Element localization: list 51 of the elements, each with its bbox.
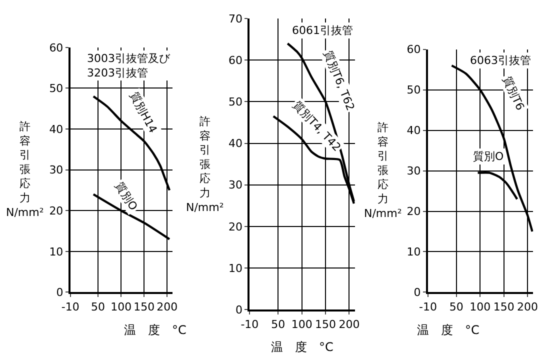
y-tick-label: 40 bbox=[49, 122, 64, 136]
y-tick-label: 30 bbox=[228, 178, 242, 192]
y-tick-label: 10 bbox=[49, 245, 64, 258]
x-tick-label: 150 bbox=[315, 318, 336, 331]
y-tick-label: 30 bbox=[406, 164, 421, 178]
x-tick-label: 200 bbox=[338, 318, 360, 331]
y-tick-label: 20 bbox=[228, 220, 242, 234]
x-tick-label: 200 bbox=[156, 300, 178, 314]
x-axis-title: 温 度 °C bbox=[124, 323, 186, 337]
x-tick-label: 50 bbox=[91, 300, 106, 314]
x-tick-label: -10 bbox=[240, 318, 259, 331]
y-axis-title: 許容引張応力 N/mm² bbox=[186, 115, 224, 214]
x-tick-label: 50 bbox=[271, 318, 286, 331]
text: 質別O bbox=[112, 180, 140, 213]
y-tick-label: 50 bbox=[406, 84, 421, 97]
y-axis-title: 許容引張応力 N/mm² bbox=[6, 120, 44, 219]
text: 6063引抜管 bbox=[470, 54, 531, 67]
x-tick-label: 100 bbox=[291, 318, 312, 331]
x-tick-label: 200 bbox=[517, 300, 538, 314]
x-axis-title: 温 度 °C bbox=[271, 340, 334, 354]
y-tick-label: 20 bbox=[406, 205, 421, 218]
series-label: 質別O bbox=[473, 150, 504, 163]
x-axis-title: 温 度 °C bbox=[417, 323, 480, 337]
x-tick-label: -10 bbox=[61, 300, 80, 314]
y-tick-label: 0 bbox=[235, 303, 242, 316]
x-tick-label: 100 bbox=[470, 300, 491, 314]
y-tick-label: 20 bbox=[49, 204, 64, 218]
text: 質別T6 bbox=[500, 74, 527, 112]
y-tick-label: 50 bbox=[49, 82, 64, 96]
y-tick-label: 10 bbox=[406, 246, 421, 259]
y-tick-label: 60 bbox=[228, 54, 242, 67]
text: 質別T6, T62 bbox=[321, 48, 358, 113]
text: 6061引抜管 bbox=[292, 24, 353, 37]
x-tick-label: 50 bbox=[449, 300, 464, 314]
y-tick-label: 50 bbox=[228, 96, 242, 109]
x-tick-label: -10 bbox=[419, 300, 437, 314]
y-tick-label: 60 bbox=[406, 43, 421, 56]
y-tick-label: 70 bbox=[228, 12, 242, 26]
y-tick-label: 30 bbox=[49, 164, 64, 177]
y-tick-label: 0 bbox=[56, 286, 64, 300]
text: 質別H14 bbox=[127, 90, 160, 136]
x-tick-label: 100 bbox=[110, 300, 132, 314]
y-tick-label: 40 bbox=[228, 137, 242, 150]
x-tick-label: 150 bbox=[493, 300, 514, 314]
y-axis-title: 許容引張応力 N/mm² bbox=[364, 121, 402, 220]
y-tick-label: 60 bbox=[49, 41, 64, 54]
y-tick-label: 10 bbox=[228, 262, 242, 275]
x-tick-label: 150 bbox=[134, 300, 155, 314]
text: 3003引抜管及び 3203引抜管 bbox=[87, 52, 171, 80]
y-tick-label: 0 bbox=[414, 286, 421, 300]
y-tick-label: 40 bbox=[406, 124, 421, 138]
